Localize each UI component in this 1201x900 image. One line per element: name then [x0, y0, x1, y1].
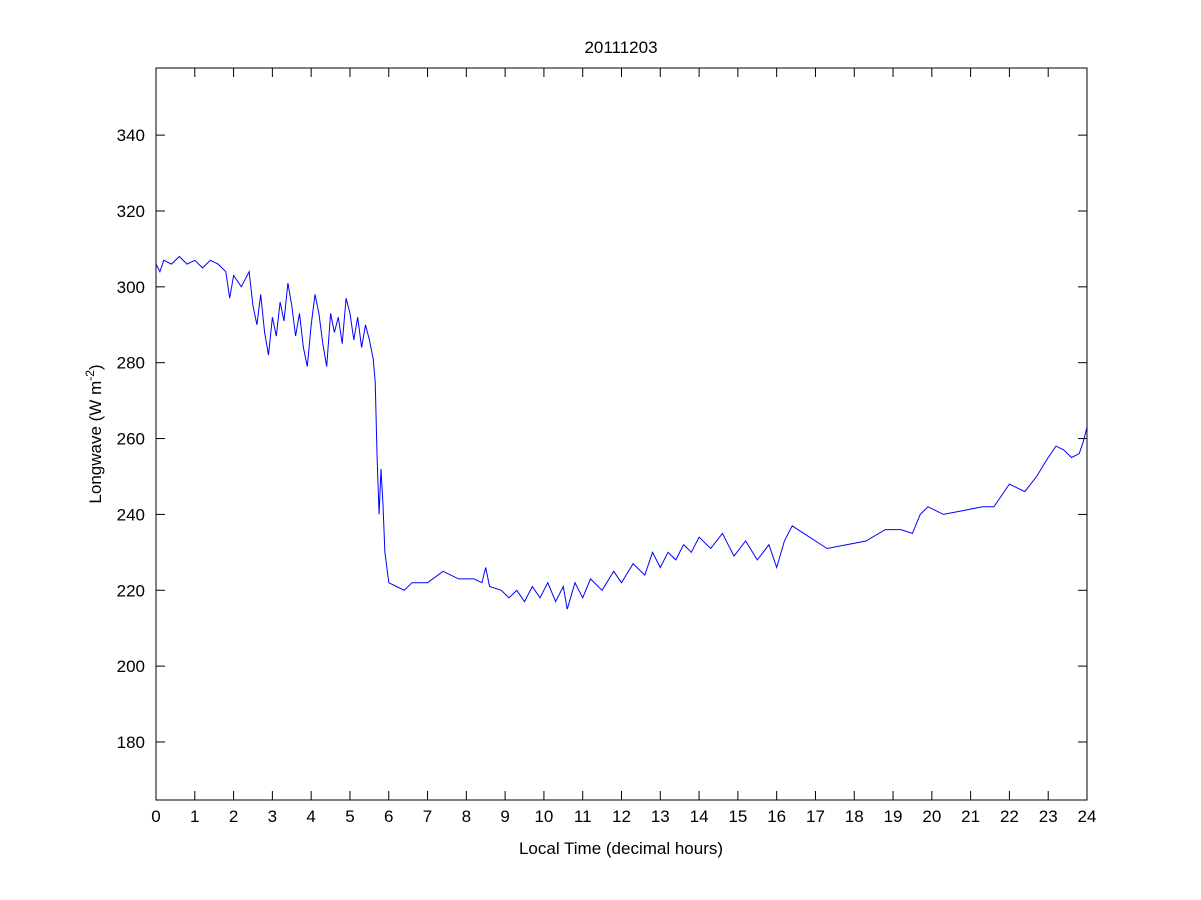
chart-title: 20111203 — [584, 38, 657, 57]
y-tick-label: 320 — [117, 202, 145, 221]
x-tick-label: 23 — [1039, 807, 1058, 826]
x-tick-label: 11 — [574, 807, 592, 826]
y-axis-label: Longwave (W m-2) — [83, 364, 105, 503]
plot-area-frame — [155, 67, 1088, 801]
x-tick-label: 1 — [190, 807, 199, 826]
x-tick-label: 15 — [728, 807, 747, 826]
x-tick-label: 6 — [384, 807, 393, 826]
x-tick-label: 16 — [767, 807, 786, 826]
y-tick-label: 220 — [117, 581, 145, 600]
x-tick-label: 14 — [690, 807, 709, 826]
x-axis-label: Local Time (decimal hours) — [519, 839, 723, 858]
x-tick-label: 10 — [534, 807, 553, 826]
x-tick-label: 3 — [268, 807, 277, 826]
y-tick-label: 260 — [117, 430, 145, 449]
y-tick-label: 180 — [117, 733, 145, 752]
x-tick-label: 7 — [423, 807, 432, 826]
y-axis-label-sup: -2 — [83, 370, 97, 381]
x-tick-label: 9 — [500, 807, 509, 826]
y-tick-label: 240 — [117, 505, 145, 524]
x-tick-label: 4 — [306, 807, 315, 826]
x-tick-label: 21 — [961, 807, 980, 826]
x-tick-label: 18 — [845, 807, 864, 826]
x-tick-label: 0 — [151, 807, 160, 826]
x-tick-label: 19 — [884, 807, 903, 826]
x-tick-label: 13 — [651, 807, 670, 826]
x-tick-label: 24 — [1078, 807, 1097, 826]
x-tick-label: 2 — [229, 807, 238, 826]
y-tick-label: 300 — [117, 278, 145, 297]
longwave-series-line — [155, 255, 1088, 610]
y-tick-label: 200 — [117, 657, 145, 676]
y-axis-label-main: Longwave (W m — [86, 381, 105, 504]
x-tick-label: 8 — [462, 807, 471, 826]
y-tick-label: 280 — [117, 354, 145, 373]
x-tick-label: 20 — [922, 807, 941, 826]
x-tick-label: 12 — [612, 807, 631, 826]
y-axis-label-close: ) — [86, 364, 105, 370]
y-tick-label: 340 — [117, 126, 145, 145]
x-tick-label: 17 — [806, 807, 825, 826]
x-tick-label: 22 — [1000, 807, 1019, 826]
x-tick-label: 5 — [345, 807, 354, 826]
